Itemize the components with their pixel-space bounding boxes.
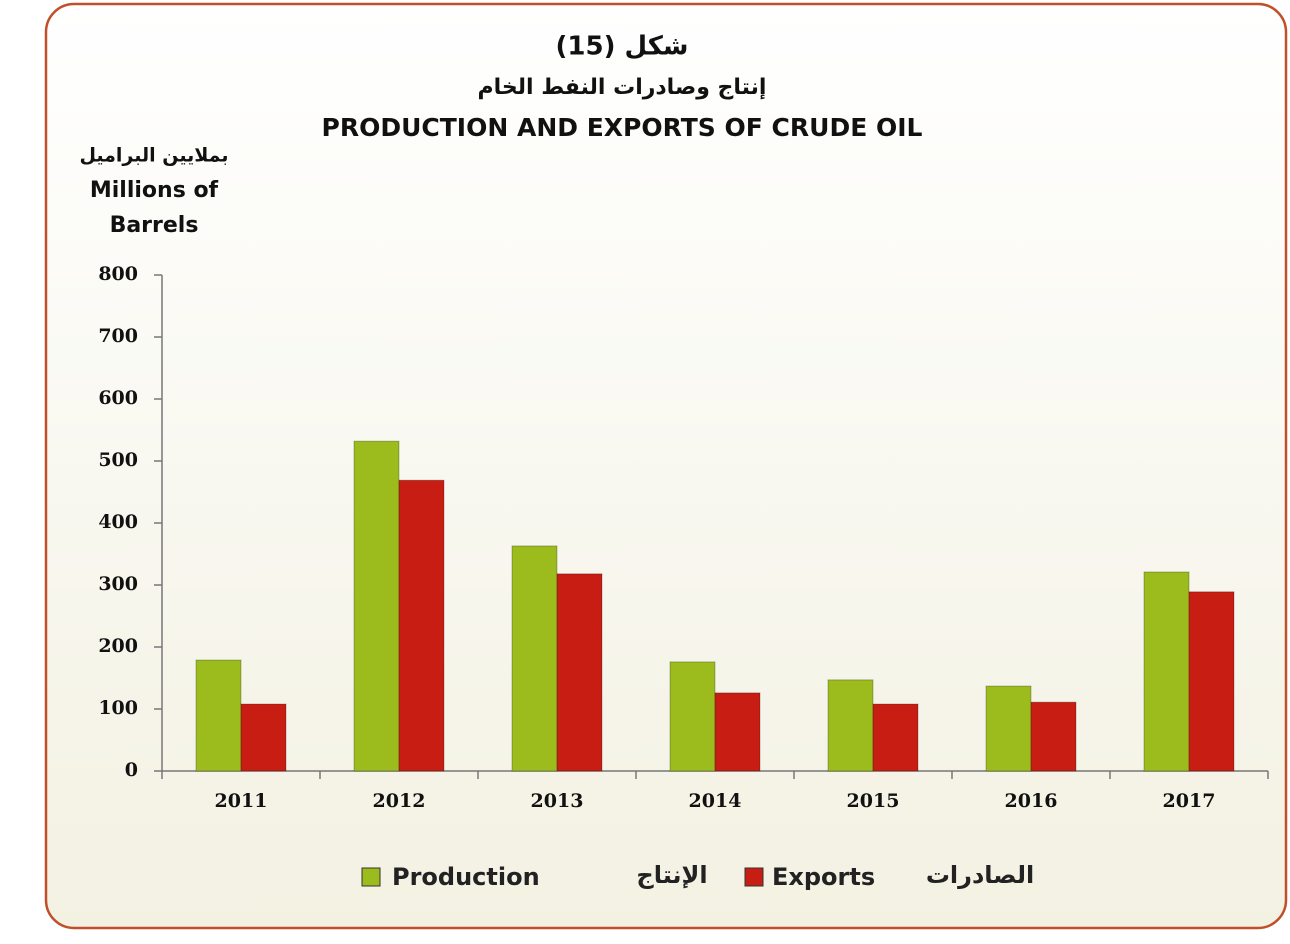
bar bbox=[827, 679, 874, 772]
bar bbox=[1143, 571, 1190, 772]
y-axis-label: Barrels bbox=[110, 213, 199, 238]
x-tick-label: 2012 bbox=[373, 790, 426, 812]
y-tick-label: 0 bbox=[125, 759, 138, 781]
bar bbox=[240, 703, 287, 772]
legend-swatch bbox=[361, 867, 381, 887]
bar bbox=[511, 545, 558, 772]
x-tick-label: 2014 bbox=[689, 790, 742, 812]
x-tick-label: 2017 bbox=[1163, 790, 1216, 812]
bar bbox=[1030, 701, 1077, 772]
y-axis-label: Millions of bbox=[90, 178, 219, 203]
bar bbox=[872, 703, 919, 772]
bar bbox=[669, 661, 716, 772]
x-tick-label: 2011 bbox=[215, 790, 268, 812]
y-tick-label: 700 bbox=[98, 325, 138, 347]
y-tick-label: 400 bbox=[98, 511, 138, 533]
title-ar: شكل (15) bbox=[556, 32, 689, 62]
bar bbox=[1188, 591, 1235, 772]
title-ar: إنتاج وصادرات النفط الخام bbox=[478, 75, 767, 100]
bar bbox=[353, 440, 400, 772]
y-tick-label: 600 bbox=[98, 387, 138, 409]
bar bbox=[985, 685, 1032, 772]
x-tick-label: 2015 bbox=[847, 790, 900, 812]
bar bbox=[714, 692, 761, 772]
bar bbox=[556, 573, 603, 772]
legend-swatch bbox=[744, 867, 764, 887]
legend-label-ar: الإنتاج bbox=[636, 861, 707, 889]
bar bbox=[398, 479, 445, 772]
y-tick-label: 200 bbox=[98, 635, 138, 657]
bar bbox=[195, 659, 242, 772]
y-tick-label: 300 bbox=[98, 573, 138, 595]
y-axis-label-ar: بملايين البراميل bbox=[79, 145, 228, 167]
chart-title: PRODUCTION AND EXPORTS OF CRUDE OIL bbox=[322, 113, 923, 142]
y-tick-label: 800 bbox=[98, 263, 138, 285]
x-tick-label: 2016 bbox=[1005, 790, 1058, 812]
legend-label: Exports bbox=[772, 863, 875, 891]
x-tick-label: 2013 bbox=[531, 790, 584, 812]
legend-label-ar: الصادرات bbox=[926, 861, 1034, 889]
y-tick-label: 100 bbox=[98, 697, 138, 719]
y-tick-label: 500 bbox=[98, 449, 138, 471]
legend-label: Production bbox=[392, 863, 540, 891]
